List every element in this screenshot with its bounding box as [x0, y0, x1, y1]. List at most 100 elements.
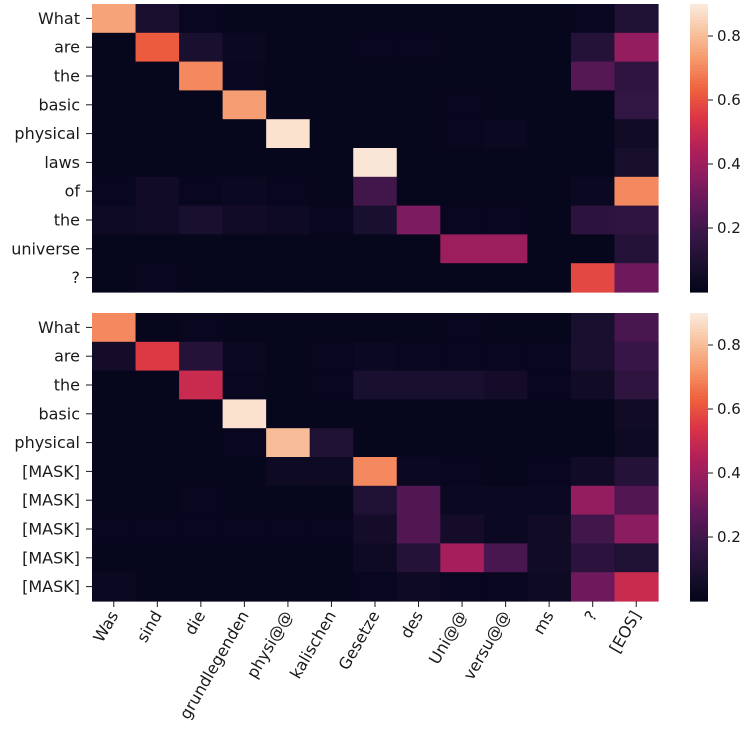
- heatmap-cell-p2-r6-c7: [396, 485, 441, 516]
- colorbar-segment: [690, 176, 708, 181]
- heatmap-cell-p2-r3-c2: [179, 399, 224, 429]
- colorbar-segment: [690, 431, 708, 436]
- x-tick-label: Was: [89, 608, 122, 646]
- heatmap-cell-p2-r5-c10: [527, 457, 572, 487]
- colorbar-segment: [690, 591, 708, 596]
- heatmap-cell-p2-r4-c1: [135, 428, 180, 458]
- heatmap-cell-p1-r3-c10: [527, 90, 572, 120]
- y-tick-label: are: [54, 347, 80, 366]
- colorbar-segment: [690, 543, 708, 548]
- colorbar-segment: [690, 418, 708, 423]
- heatmap-cell-p2-r2-c8: [440, 370, 485, 400]
- colorbar-segment: [690, 29, 708, 34]
- heatmap-cell-p2-r0-c8: [440, 313, 485, 343]
- heatmap-cell-p1-r2-c2: [179, 61, 224, 91]
- colorbar-segment: [690, 196, 708, 200]
- colorbar-segment: [690, 537, 708, 541]
- colorbar-segment: [690, 386, 708, 391]
- heatmap-cell-p2-r7-c0: [92, 514, 137, 544]
- heatmap-cell-p1-r5-c7: [396, 148, 441, 178]
- y-tick-label: [MASK]: [22, 577, 80, 596]
- heatmap-cell-p1-r3-c4: [266, 90, 311, 120]
- colorbar-segment: [690, 527, 708, 532]
- heatmap-cell-p2-r1-c4: [266, 341, 311, 372]
- colorbar-segment: [690, 485, 708, 490]
- heatmap-cell-p1-r8-c2: [179, 234, 224, 264]
- heatmap-cell-p1-r1-c10: [527, 32, 572, 63]
- heatmap-cell-p1-r6-c4: [266, 176, 311, 207]
- heatmap-cell-p2-r0-c11: [570, 313, 616, 343]
- heatmap-cell-p2-r9-c7: [396, 572, 441, 602]
- colorbar-segment: [690, 498, 708, 503]
- heatmap-cell-p2-r4-c2: [179, 428, 224, 458]
- colorbar-segment: [690, 345, 708, 349]
- heatmap-cell-p2-r8-c3: [222, 543, 267, 573]
- x-tick-label: die: [181, 608, 210, 639]
- heatmap-cell-p1-r1-c1: [135, 32, 180, 63]
- colorbar-segment: [690, 361, 708, 365]
- heatmap-cell-p2-r4-c3: [222, 428, 267, 458]
- heatmap-cell-p2-r5-c3: [222, 457, 267, 487]
- heatmap-cell-p2-r6-c6: [353, 485, 398, 516]
- colorbar-segment: [690, 237, 708, 242]
- heatmap-cell-p2-r9-c2: [179, 572, 224, 602]
- colorbar-segment: [690, 20, 708, 24]
- heatmap-cell-p2-r5-c0: [92, 457, 137, 487]
- heatmap-cell-p2-r8-c1: [135, 543, 180, 573]
- heatmap-cell-p1-r4-c6: [353, 119, 398, 149]
- colorbar-segment: [690, 562, 708, 567]
- colorbar-segment: [690, 514, 708, 519]
- heatmap-cell-p2-r6-c2: [179, 485, 224, 516]
- y-tick-label: [MASK]: [22, 462, 80, 481]
- colorbar-segment: [690, 479, 708, 484]
- heatmap-cell-p1-r7-c5: [309, 205, 354, 235]
- y-tick-label: the: [54, 376, 80, 395]
- colorbar-segment: [690, 100, 708, 104]
- heatmap-cell-p1-r6-c11: [570, 176, 616, 207]
- heatmap-cell-p2-r1-c3: [222, 341, 267, 372]
- heatmap-cell-p2-r3-c3: [222, 399, 267, 429]
- heatmap-cell-p2-r3-c10: [527, 399, 572, 429]
- colorbar-segment: [690, 36, 708, 40]
- heatmap-cell-p2-r9-c11: [570, 572, 616, 602]
- colorbar-segment: [690, 135, 708, 139]
- heatmap-cell-p1-r4-c8: [440, 119, 485, 149]
- heatmap-cell-p1-r8-c11: [570, 234, 616, 264]
- colorbar-segment: [690, 364, 708, 368]
- colorbar-segment: [690, 266, 708, 271]
- heatmap-cell-p1-r3-c6: [353, 90, 398, 120]
- y-tick-label: the: [54, 211, 80, 230]
- heatmap-cell-p1-r9-c2: [179, 263, 224, 293]
- heatmap-panel-2: What are the basic physical [MASK] [MASK] [MASK…: [14, 313, 741, 722]
- colorbar-segment: [690, 148, 708, 152]
- heatmap-cell-p1-r0-c12: [614, 4, 659, 34]
- heatmap-cell-p2-r5-c4: [266, 457, 311, 487]
- heatmap-cell-p1-r4-c1: [135, 119, 180, 149]
- colorbar-segment: [690, 256, 708, 261]
- heatmap-cell-p1-r8-c0: [92, 234, 137, 264]
- colorbar-segment: [690, 141, 708, 146]
- heatmap-cell-p2-r4-c0: [92, 428, 137, 458]
- heatmap-cell-p1-r1-c4: [266, 32, 311, 63]
- colorbar-segment: [690, 370, 708, 375]
- heatmap-cell-p2-r4-c11: [570, 428, 616, 458]
- colorbar-segment: [690, 335, 708, 340]
- heatmap-cell-p2-r1-c0: [92, 341, 137, 372]
- heatmap-cell-p2-r4-c4: [266, 428, 311, 458]
- y-tick-label: ?: [72, 268, 81, 287]
- heatmap-cell-p1-r2-c5: [309, 61, 354, 91]
- colorbar-segment: [690, 425, 708, 429]
- heatmap-cell-p2-r5-c1: [135, 457, 180, 487]
- colorbar-segment: [690, 125, 708, 130]
- heatmap-cell-p1-r0-c7: [396, 4, 441, 34]
- heatmap-cell-p2-r6-c4: [266, 485, 311, 516]
- heatmap-cell-p1-r9-c5: [309, 263, 354, 293]
- heatmap-cell-p2-r3-c1: [135, 399, 180, 429]
- colorbar-segment: [690, 157, 708, 162]
- colorbar-segment: [690, 52, 708, 56]
- heatmap-cell-p2-r7-c7: [396, 514, 441, 544]
- heatmap-cell-p2-r3-c4: [266, 399, 311, 429]
- heatmap-cell-p2-r0-c3: [222, 313, 267, 343]
- heatmap-cell-p1-r0-c3: [222, 4, 267, 34]
- y-tick-label: universe: [11, 239, 80, 258]
